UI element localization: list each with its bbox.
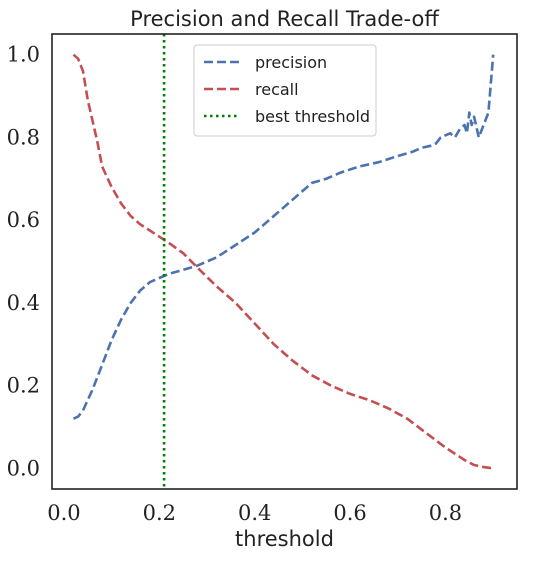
legend-label: precision: [255, 53, 327, 72]
legend-label: recall: [255, 80, 299, 99]
y-tick-label: 0.6: [7, 208, 40, 232]
x-axis-label: threshold: [235, 527, 334, 551]
legend: precision recall best threshold: [193, 44, 377, 137]
x-axis-ticks: 0.0 0.2 0.4 0.6 0.8: [47, 501, 462, 525]
axes-frame: [51, 33, 518, 490]
y-tick-label: 0.8: [7, 125, 40, 149]
legend-label: best threshold: [255, 107, 370, 126]
y-axis-ticks: 0.0 0.2 0.4 0.6 0.8 1.0: [7, 43, 40, 481]
plot-area: [72, 34, 495, 489]
x-tick-label: 0.4: [238, 501, 271, 525]
y-tick-label: 1.0: [7, 43, 40, 67]
series-line-precision: [72, 54, 495, 420]
x-tick-label: 0.6: [333, 501, 366, 525]
x-tick-label: 0.8: [429, 501, 462, 525]
series-line-recall: [72, 53, 494, 470]
y-tick-label: 0.2: [7, 374, 40, 398]
y-tick-label: 0.0: [7, 456, 40, 480]
x-tick-label: 0.0: [47, 501, 80, 525]
y-tick-label: 0.4: [7, 291, 40, 315]
x-tick-label: 0.2: [143, 501, 176, 525]
chart-title: Precision and Recall Trade-off: [130, 7, 439, 31]
legend-box: [193, 44, 377, 137]
